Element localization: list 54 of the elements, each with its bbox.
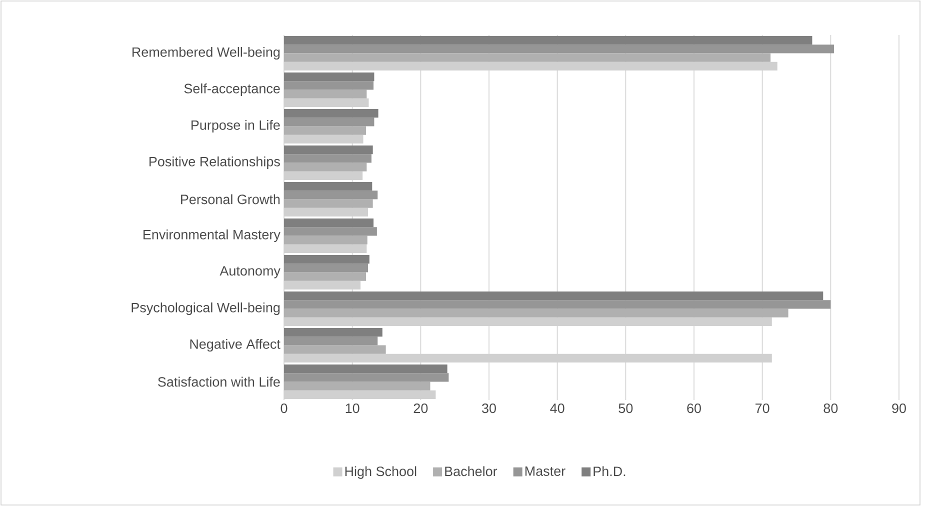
y-tick-label: Autonomy [220,266,280,278]
bar [284,236,368,244]
x-tick-label: 20 [414,404,428,414]
bar [284,308,788,318]
bar [284,44,834,54]
bar [284,364,448,374]
bar [284,255,370,264]
y-tick-label: Psychological Well-being [132,302,280,316]
x-tick-label: 80 [824,404,838,414]
bar [284,118,374,126]
bar [284,190,378,200]
y-tick-label: Positive Relationships [150,156,280,170]
bar [284,292,824,300]
x-tick-label: 60 [687,404,701,414]
x-tick-label: 40 [550,404,564,414]
bar [284,345,386,354]
bar [284,109,378,118]
bar [284,126,366,135]
bar [284,336,378,346]
y-tick-label: Remembered Well-being [132,46,280,60]
bar [284,328,382,337]
x-tick-label: 10 [346,404,360,414]
x-tick-label: 70 [756,404,770,414]
x-tick-label: 50 [618,404,633,414]
bar [284,146,373,154]
bar [284,53,771,62]
bar [284,199,373,208]
bar [284,218,374,228]
bar [284,373,449,382]
y-tick-label: Environmental Mastery [144,229,280,242]
legend-label: Bachelor [445,466,498,476]
y-tick-label: Negative Affect [190,338,280,352]
x-tick-label: 30 [482,404,496,414]
y-tick-label: Self-acceptance [184,83,280,96]
y-tick-label: Satisfaction with Life [158,376,280,387]
bar [284,264,368,272]
bar [284,300,831,309]
legend-label: High School [345,466,416,479]
x-tick-label: 90 [892,404,906,414]
bar [284,382,430,390]
bar [284,81,374,90]
y-tick-label: Purpose in Life [192,120,280,133]
bar [284,154,372,163]
bar [284,162,367,172]
legend-label: Master [525,466,566,476]
bar [284,227,377,236]
bar [284,272,366,281]
legend-label: Ph.D. [594,466,626,476]
bar [284,182,372,191]
bar [284,72,374,82]
y-tick-label: Personal Growth [181,194,280,204]
bar [284,36,812,45]
x-tick-label: 0 [280,404,288,414]
bar [284,90,367,98]
